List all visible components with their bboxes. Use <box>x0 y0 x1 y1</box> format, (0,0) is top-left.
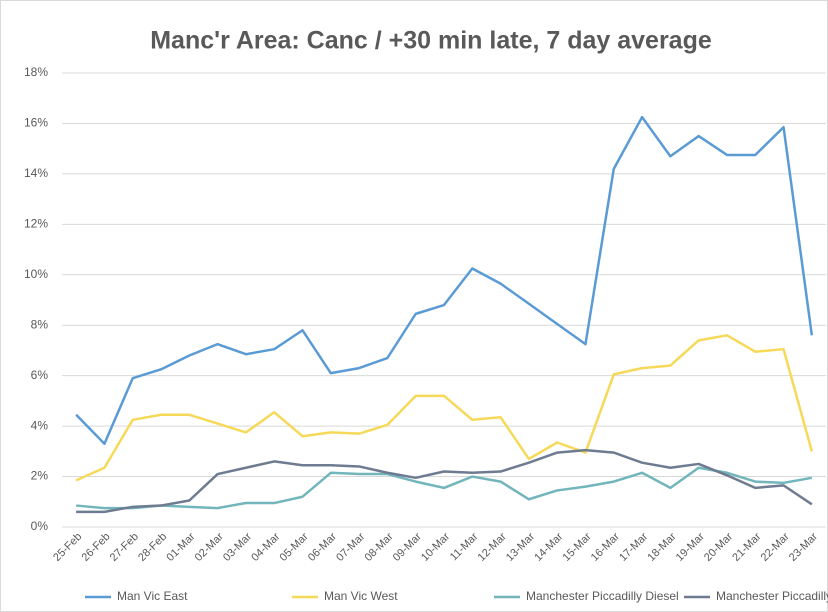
y-tick-label: 14% <box>24 166 48 180</box>
y-tick-label: 0% <box>31 519 49 533</box>
y-tick-label: 6% <box>31 368 49 382</box>
chart-title: Manc'r Area: Canc / +30 min late, 7 day … <box>150 27 712 55</box>
y-tick-label: 8% <box>31 317 49 331</box>
y-tick-label: 2% <box>31 469 49 483</box>
y-tick-label: 16% <box>24 116 48 130</box>
legend-label: Man Vic East <box>117 589 188 603</box>
y-tick-label: 12% <box>24 217 48 231</box>
series-line <box>75 334 814 482</box>
y-tick-label: 4% <box>31 418 49 432</box>
y-tick-label: 18% <box>24 65 48 79</box>
legend-label: Manchester Piccadilly Diesel <box>526 589 679 603</box>
series-line <box>75 115 814 446</box>
series-line <box>76 466 813 510</box>
series-line <box>76 448 813 514</box>
legend-label: Man Vic West <box>324 589 398 603</box>
y-tick-label: 10% <box>24 267 48 281</box>
legend-label: Manchester Piccadilly Electric <box>716 589 828 603</box>
